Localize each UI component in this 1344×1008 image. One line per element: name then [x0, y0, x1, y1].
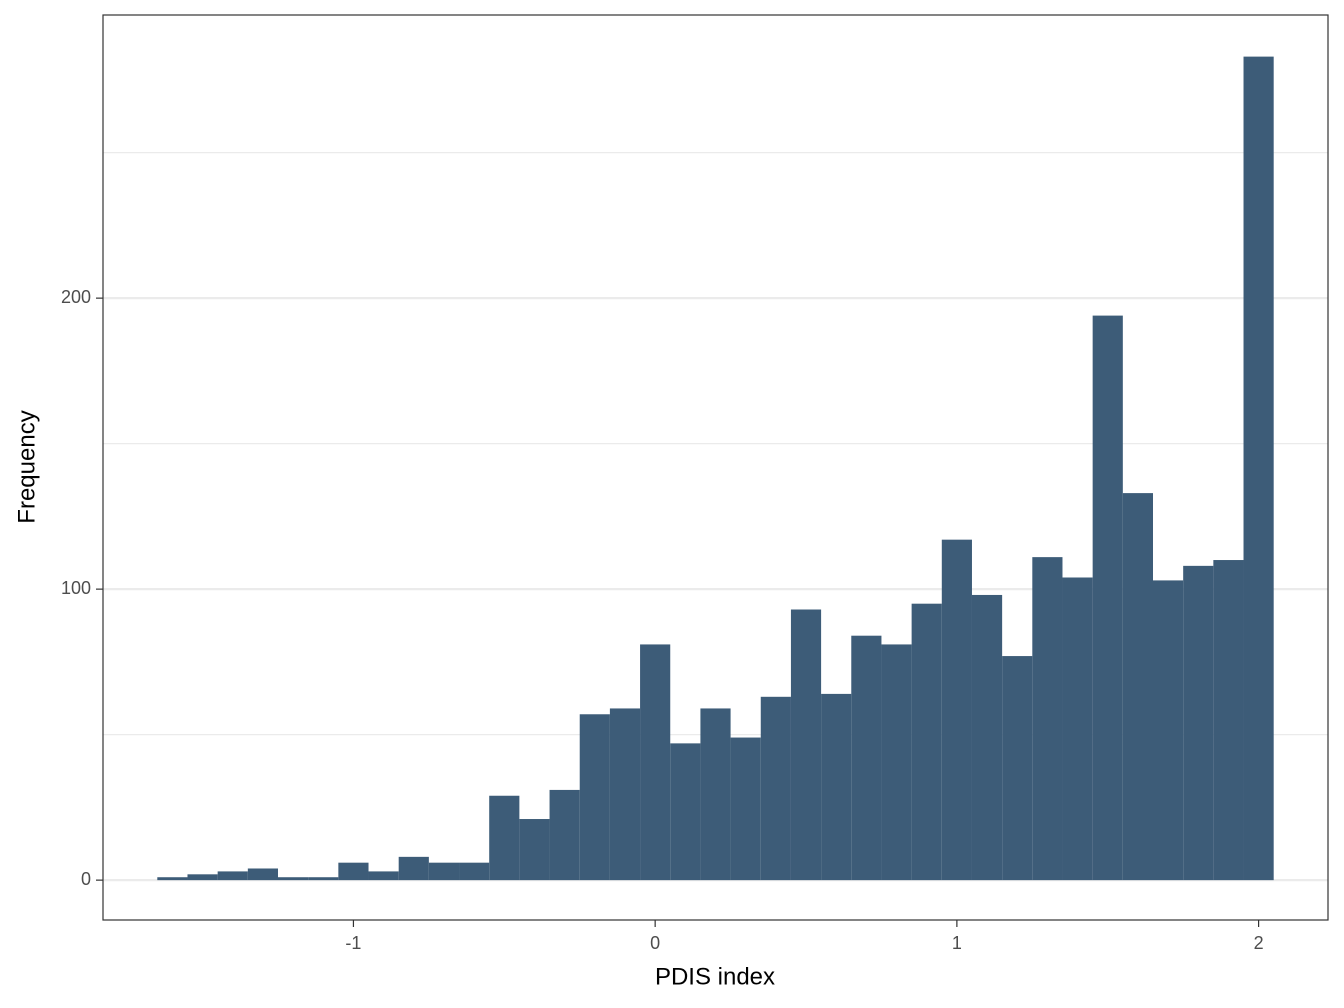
bar	[247, 868, 278, 881]
bar	[851, 635, 882, 881]
bar	[428, 862, 460, 881]
bar	[670, 743, 701, 881]
bar	[1032, 557, 1063, 881]
x-tick-label: 0	[650, 933, 660, 953]
bar	[790, 609, 822, 881]
bar	[368, 871, 399, 881]
bar	[338, 862, 369, 881]
bar	[941, 539, 972, 881]
bar	[519, 819, 550, 881]
bar	[1092, 315, 1123, 881]
x-tick-label: 1	[952, 933, 962, 953]
bar	[1243, 56, 1274, 881]
bar	[1153, 580, 1184, 881]
bar	[1122, 493, 1153, 881]
bar	[821, 693, 852, 881]
bar	[760, 696, 791, 881]
y-tick-label: 100	[61, 578, 91, 598]
bar	[700, 708, 731, 881]
bar	[730, 737, 761, 881]
bar	[187, 874, 218, 881]
bar	[217, 871, 248, 881]
x-tick-label: 2	[1254, 933, 1264, 953]
y-axis-title: Frequency	[13, 410, 40, 523]
bar	[1183, 565, 1214, 881]
bar	[609, 708, 641, 881]
bar	[881, 644, 912, 881]
bar	[278, 877, 309, 881]
bar	[549, 789, 580, 881]
bar	[459, 862, 490, 881]
panel-border	[102, 14, 1329, 921]
bar	[308, 877, 339, 881]
bar	[579, 714, 610, 881]
x-tick-label: -1	[345, 933, 361, 953]
bar	[398, 856, 429, 881]
y-tick-label: 200	[61, 287, 91, 307]
bar	[1002, 656, 1033, 881]
bar	[157, 877, 188, 881]
bar	[640, 644, 671, 881]
bar	[971, 594, 1003, 881]
y-tick-label: 0	[81, 869, 91, 889]
x-axis-title: PDIS index	[655, 963, 775, 990]
bar	[489, 795, 520, 881]
bar	[1062, 577, 1093, 881]
bar	[1213, 560, 1244, 881]
bar	[911, 603, 942, 881]
